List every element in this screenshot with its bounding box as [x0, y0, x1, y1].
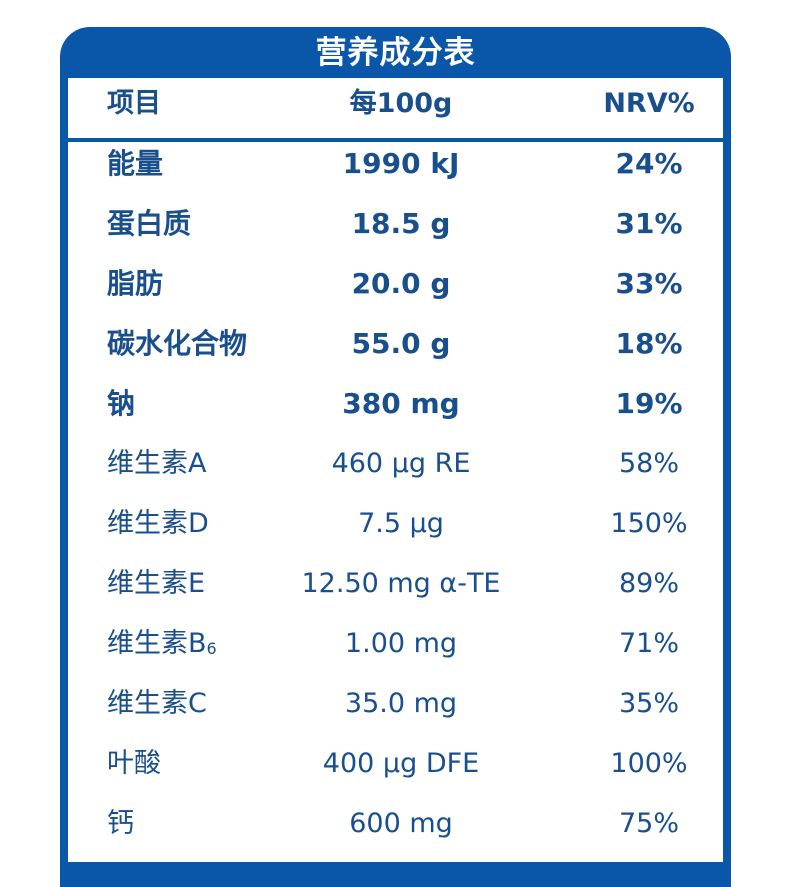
- table-row: 脂肪 20.0 g 33%: [0, 254, 800, 314]
- table-body-background: [68, 142, 723, 862]
- row-per100g: 18.5 g: [351, 207, 451, 240]
- row-nrv: 18%: [615, 327, 683, 360]
- row-item: 维生素D: [107, 508, 209, 539]
- row-item: 钙: [107, 808, 134, 839]
- row-nrv: 33%: [615, 267, 683, 300]
- row-per100g: 20.0 g: [351, 267, 451, 300]
- table-row: 维生素E 12.50 mg α-TE 89%: [0, 554, 800, 614]
- table-row: 钙 600 mg 75%: [0, 794, 800, 854]
- table-row: 维生素D 7.5 μg 150%: [0, 494, 800, 554]
- row-item: 能量: [107, 147, 164, 180]
- row-per100g: 1.00 mg: [344, 628, 458, 659]
- row-per100g: 1990 kJ: [342, 147, 460, 180]
- row-nrv: 19%: [615, 387, 683, 420]
- row-nrv: 31%: [615, 207, 683, 240]
- row-nrv: 58%: [618, 448, 680, 479]
- table-title: 营养成分表: [315, 35, 476, 71]
- row-item: 钠: [107, 387, 136, 420]
- row-item: 脂肪: [107, 267, 164, 300]
- row-per100g: 460 μg RE: [331, 448, 471, 479]
- row-per100g: 35.0 mg: [344, 688, 458, 719]
- row-per100g: 55.0 g: [351, 327, 451, 360]
- table-header-background: [68, 78, 723, 138]
- table-row: 钠 380 mg 19%: [0, 374, 800, 434]
- row-nrv: 150%: [610, 508, 688, 539]
- row-item: 蛋白质: [107, 207, 192, 240]
- table-row: 蛋白质 18.5 g 31%: [0, 194, 800, 254]
- row-item-wrap: 维生素B6: [107, 614, 217, 674]
- row-per100g: 380 mg: [342, 387, 460, 420]
- row-item: 碳水化合物: [107, 327, 248, 360]
- row-per100g: 600 mg: [349, 808, 453, 839]
- row-per100g: 400 μg DFE: [322, 748, 480, 779]
- row-item: 维生素A: [107, 448, 207, 479]
- table-row: 维生素A 460 μg RE 58%: [0, 434, 800, 494]
- row-nrv: 71%: [618, 628, 680, 659]
- row-per100g: 12.50 mg α-TE: [301, 568, 501, 599]
- table-row: 维生素C 35.0 mg 35%: [0, 674, 800, 734]
- row-nrv: 100%: [610, 748, 688, 779]
- header-item: 项目: [107, 88, 161, 119]
- row-per100g: 7.5 μg: [358, 508, 444, 539]
- header-nrv: NRV%: [603, 88, 695, 119]
- row-nrv: 35%: [618, 688, 680, 719]
- table-row: 碳水化合物 55.0 g 18%: [0, 314, 800, 374]
- row-item: 维生素E: [107, 568, 206, 599]
- table-row: 维生素B6 1.00 mg 71%: [0, 614, 800, 674]
- table-row: 叶酸 400 μg DFE 100%: [0, 734, 800, 794]
- row-item: 维生素B: [107, 628, 207, 659]
- row-nrv: 75%: [618, 808, 680, 839]
- header-per100g: 每100g: [349, 88, 453, 119]
- row-item: 叶酸: [107, 748, 161, 779]
- table-header-row: 项目 每100g NRV%: [0, 74, 800, 134]
- row-item: 维生素C: [107, 688, 207, 719]
- row-nrv: 89%: [618, 568, 680, 599]
- table-row: 能量 1990 kJ 24%: [0, 134, 800, 194]
- row-item-subscript: 6: [206, 639, 217, 658]
- row-nrv: 24%: [615, 147, 683, 180]
